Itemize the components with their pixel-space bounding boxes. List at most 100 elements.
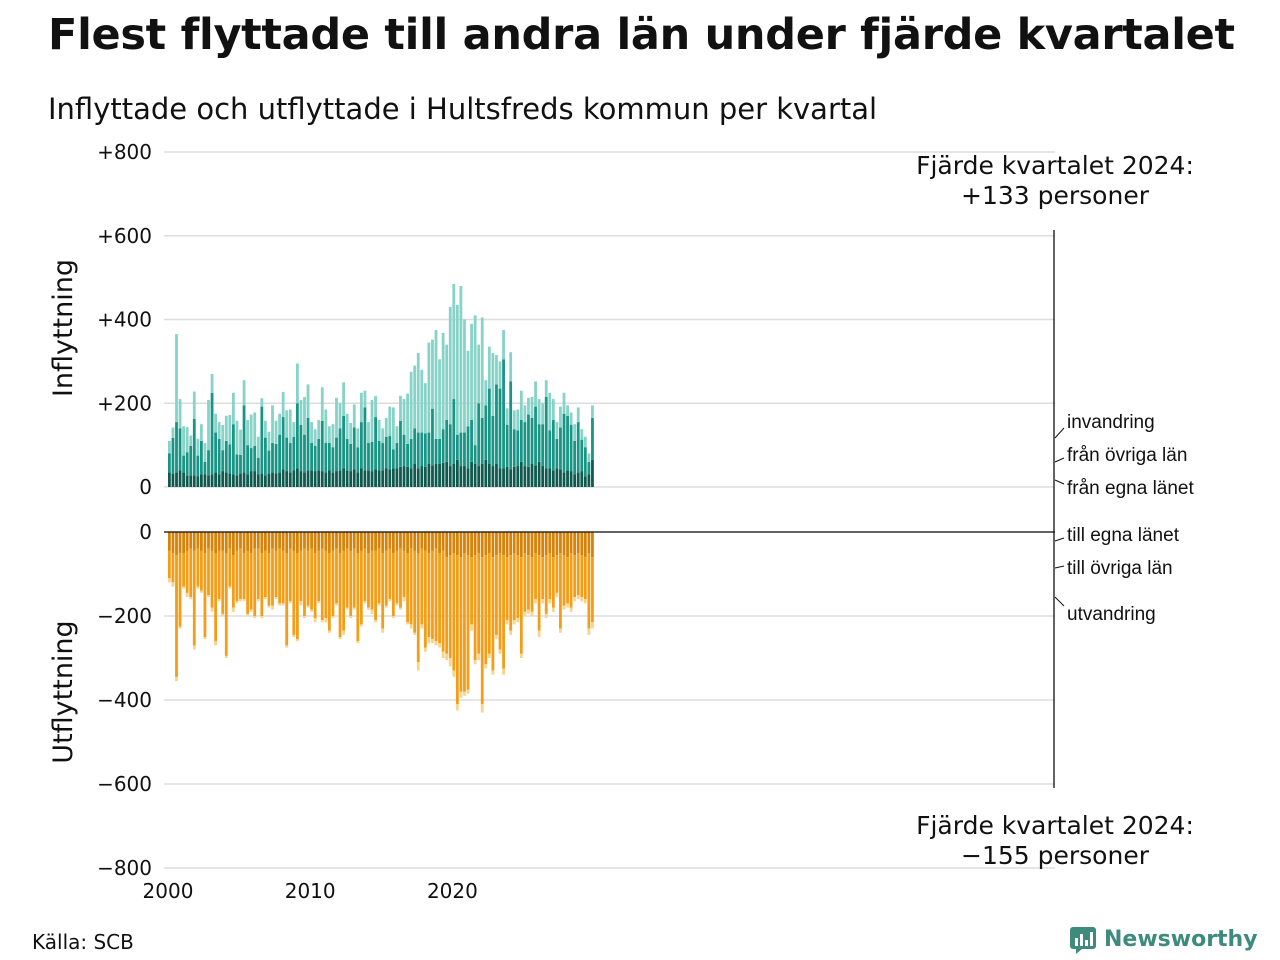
bar-in-2 (591, 405, 594, 418)
bar-out-2 (509, 630, 513, 635)
bar-in-0 (367, 470, 370, 487)
bar-out-2 (438, 643, 441, 648)
bar-out-1 (491, 557, 495, 671)
bar-out-2 (320, 620, 324, 623)
bar-in-0 (413, 463, 417, 487)
bar-in-2 (235, 420, 239, 455)
bar-in-2 (221, 425, 225, 451)
bar-in-1 (278, 434, 281, 473)
y-tick-label: −600 (97, 772, 152, 796)
bar-in-1 (399, 420, 402, 467)
source-note: Källa: SCB (32, 930, 134, 954)
legend-connectors (1054, 427, 1065, 607)
bar-out-0 (409, 532, 413, 549)
bar-out-2 (281, 603, 285, 606)
bar-in-1 (409, 438, 413, 469)
x-tick-label: 2000 (143, 879, 194, 903)
y-tick-label: −800 (97, 856, 152, 880)
bar-in-1 (246, 445, 250, 475)
bar-in-1 (260, 406, 264, 474)
bar-out-2 (591, 622, 594, 629)
bar-out-1 (310, 548, 313, 610)
bar-in-0 (541, 466, 545, 487)
bar-out-2 (423, 647, 427, 652)
bar-out-1 (317, 550, 321, 602)
bar-out-0 (356, 532, 360, 553)
bar-out-1 (537, 555, 541, 631)
bar-in-0 (327, 470, 331, 487)
bar-in-1 (523, 422, 527, 467)
bar-in-1 (224, 440, 228, 473)
bar-in-1 (274, 443, 278, 474)
bar-out-2 (537, 630, 541, 637)
bar-in-1 (512, 429, 516, 467)
bar-out-1 (381, 553, 385, 629)
bar-out-1 (185, 550, 189, 593)
bar-out-2 (555, 592, 559, 598)
bar-out-1 (192, 550, 196, 646)
bar-out-1 (413, 550, 417, 633)
bar-out-0 (399, 532, 402, 549)
bar-out-1 (320, 548, 324, 621)
bar-in-0 (523, 466, 527, 487)
bar-out-0 (295, 532, 299, 553)
bar-out-2 (420, 624, 424, 629)
bar-in-1 (441, 429, 445, 463)
bar-in-0 (235, 475, 239, 487)
bar-out-1 (473, 555, 477, 661)
bar-out-0 (210, 532, 214, 551)
bar-in-1 (338, 428, 342, 471)
bar-out-2 (384, 605, 388, 608)
bar-in-2 (256, 436, 260, 458)
bar-out-1 (210, 550, 214, 608)
bar-out-0 (544, 532, 548, 556)
bar-out-1 (267, 553, 271, 606)
bar-out-0 (530, 532, 534, 558)
bar-out-0 (519, 532, 523, 558)
bar-out-2 (569, 607, 573, 612)
bar-out-0 (541, 532, 545, 558)
bar-in-0 (168, 472, 171, 487)
bar-in-0 (185, 475, 189, 487)
bar-out-2 (427, 637, 431, 644)
bar-in-0 (455, 459, 459, 487)
bar-out-1 (384, 550, 388, 606)
bar-in-0 (182, 472, 186, 487)
bar-in-2 (399, 395, 402, 421)
bar-in-2 (473, 315, 477, 446)
bar-in-1 (185, 452, 189, 476)
bar-out-0 (527, 532, 530, 556)
bar-in-2 (409, 371, 413, 439)
bar-out-0 (441, 532, 445, 551)
bar-in-0 (441, 462, 445, 487)
bar-out-1 (224, 553, 228, 656)
bar-in-2 (423, 383, 427, 434)
bar-in-2 (498, 361, 502, 389)
bar-in-0 (352, 469, 356, 487)
bar-in-0 (463, 466, 466, 487)
bar-out-1 (477, 553, 481, 654)
bar-out-2 (548, 599, 552, 604)
bar-in-2 (278, 413, 281, 435)
bar-out-1 (231, 555, 235, 608)
bar-in-1 (516, 430, 520, 467)
bar-in-2 (519, 390, 523, 420)
bar-in-2 (359, 392, 363, 423)
bar-out-0 (452, 532, 456, 553)
bar-out-1 (541, 557, 545, 600)
bar-out-2 (551, 607, 555, 612)
bar-in-0 (402, 466, 406, 487)
bar-out-0 (495, 532, 498, 556)
bar-out-2 (455, 704, 459, 711)
bar-in-2 (580, 429, 584, 440)
bar-in-2 (285, 410, 289, 438)
bar-out-0 (239, 532, 242, 549)
chart-subtitle: Inflyttade och utflyttade i Hultsfreds k… (48, 92, 878, 126)
bar-out-0 (278, 532, 281, 549)
bar-in-2 (327, 426, 331, 444)
bar-in-1 (530, 417, 534, 464)
bar-out-0 (352, 532, 356, 549)
bar-out-2 (477, 653, 481, 661)
bar-in-1 (356, 447, 360, 473)
legend-connector-invandring (1054, 427, 1065, 439)
